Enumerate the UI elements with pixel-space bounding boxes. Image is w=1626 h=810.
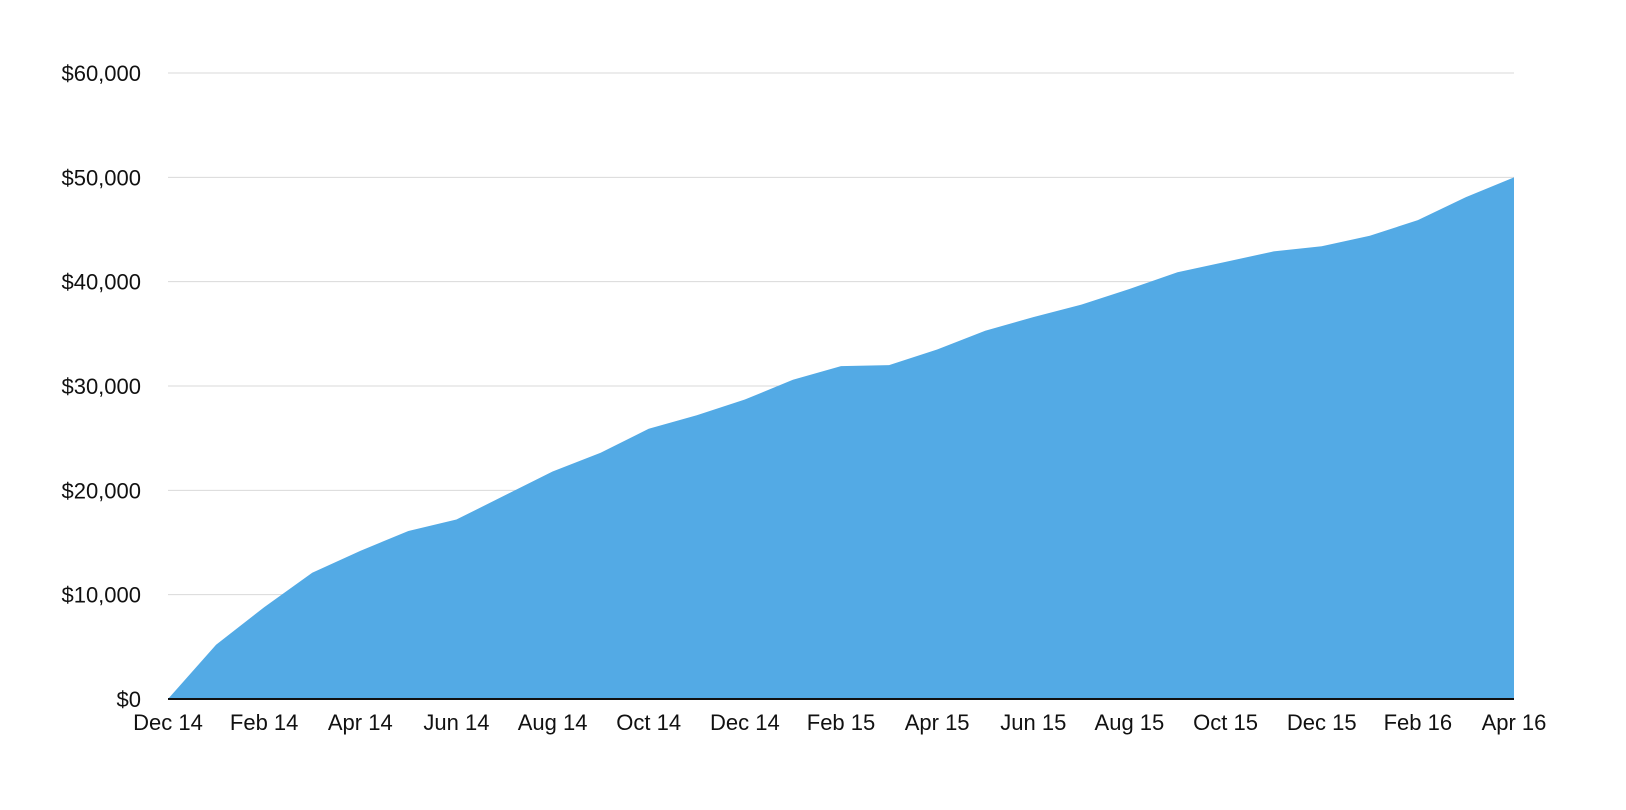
area-layer [168, 177, 1514, 699]
y-tick-label: $10,000 [61, 583, 141, 608]
x-tick-label: Feb 15 [807, 710, 876, 735]
x-axis-tick-labels: Dec 14 Feb 14 Apr 14 Jun 14 Aug 14 Oct 14 Dec … [133, 710, 1546, 735]
y-tick-label: $40,000 [61, 270, 141, 295]
x-tick-label: Apr 15 [905, 710, 970, 735]
x-tick-label: Apr 14 [328, 710, 393, 735]
x-tick-label: Feb 14 [230, 710, 299, 735]
y-tick-label: $50,000 [61, 165, 141, 190]
x-tick-label: Feb 16 [1384, 710, 1453, 735]
x-tick-label: Dec 14 [133, 710, 203, 735]
x-tick-label: Oct 15 [1193, 710, 1258, 735]
x-tick-label: Aug 14 [518, 710, 588, 735]
area-series [168, 177, 1514, 699]
x-tick-label: Apr 16 [1482, 710, 1547, 735]
x-tick-label: Dec 15 [1287, 710, 1357, 735]
y-axis-tick-labels: $0 $10,000 $20,000 $30,000 $40,000 $50,000 $60… [61, 61, 141, 712]
y-tick-label: $60,000 [61, 61, 141, 86]
y-tick-label: $0 [117, 687, 141, 712]
y-tick-label: $20,000 [61, 478, 141, 503]
x-tick-label: Oct 14 [616, 710, 681, 735]
x-tick-label: Jun 14 [423, 710, 489, 735]
x-tick-label: Aug 15 [1095, 710, 1165, 735]
x-tick-label: Jun 15 [1000, 710, 1066, 735]
x-tick-label: Dec 14 [710, 710, 780, 735]
y-tick-label: $30,000 [61, 374, 141, 399]
